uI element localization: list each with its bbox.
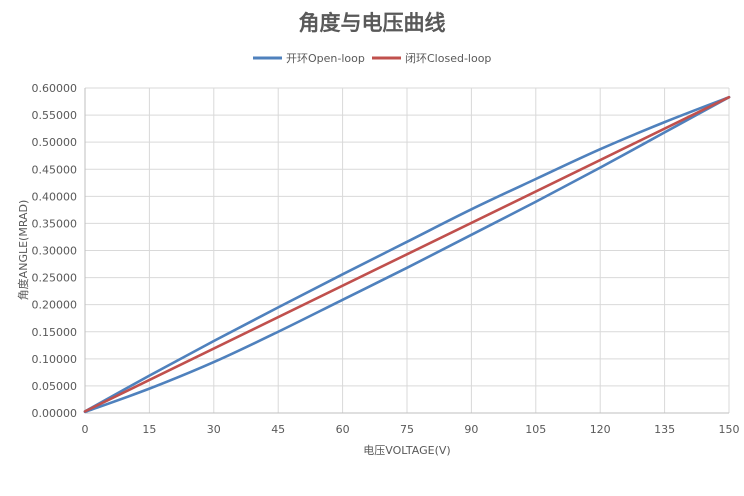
x-tick-label: 135 [654,423,675,436]
x-tick-label: 120 [590,423,611,436]
x-tick-label: 45 [271,423,285,436]
y-tick-label: 0.35000 [32,217,78,230]
y-tick-label: 0.00000 [32,407,78,420]
x-tick-label: 105 [525,423,546,436]
x-tick-label: 15 [142,423,156,436]
axes [84,88,729,414]
series-line-open-loop-branch-2 [83,95,731,414]
y-tick-label: 0.20000 [32,299,78,312]
data-series [83,95,731,414]
y-tick-label: 0.15000 [32,326,78,339]
y-tick-label: 0.50000 [32,136,78,149]
x-tick-label: 30 [207,423,221,436]
legend-label-closed-loop: 闭环Closed-loop [405,52,491,65]
y-tick-label: 0.55000 [32,109,78,122]
x-tick-label: 150 [719,423,740,436]
x-tick-label: 0 [82,423,89,436]
x-tick-label: 90 [464,423,478,436]
y-tick-label: 0.10000 [32,353,78,366]
x-tick-labels: 0 15 30 45 60 75 90 105 120 135 150 [82,423,740,436]
y-tick-label: 0.45000 [32,163,78,176]
y-tick-label: 0.30000 [32,245,78,258]
x-tick-label: 75 [400,423,414,436]
x-axis-label: 电压VOLTAGE(V) [363,444,450,457]
y-tick-label: 0.40000 [32,190,78,203]
series-line-closed-loop [83,95,731,413]
legend-label-open-loop: 开环Open-loop [286,52,365,65]
series-line-open-loop-branch-1 [83,95,731,413]
legend: 开环Open-loop 闭环Closed-loop [253,52,491,65]
y-tick-labels: 0.00000 0.05000 0.10000 0.15000 0.20000 0.250… [32,82,78,420]
y-axis-label: 角度ANGLE(MRAD) [16,200,30,301]
gridlines [84,87,730,414]
x-tick-label: 60 [336,423,350,436]
y-tick-label: 0.25000 [32,272,78,285]
chart-title: 角度与电压曲线 [299,11,446,35]
y-tick-label: 0.05000 [32,380,78,393]
y-tick-label: 0.60000 [32,82,78,95]
